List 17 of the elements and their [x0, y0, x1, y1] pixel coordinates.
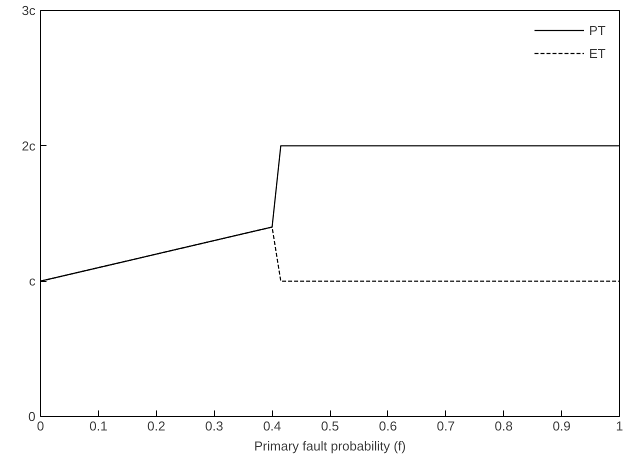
legend-label: ET	[589, 46, 607, 60]
x-tick-label: 0.6	[378, 418, 397, 434]
x-tick-label: 0.1	[89, 418, 108, 434]
y-tick-label: c	[29, 274, 36, 289]
x-tick-label: 0.7	[436, 418, 455, 434]
x-tick-label: 0.5	[320, 418, 340, 434]
legend-label: PT	[589, 22, 607, 38]
y-tick-label: 3c	[22, 3, 36, 18]
x-tick-label: 0.4	[263, 418, 282, 434]
y-tick-label: 2c	[22, 138, 36, 154]
x-tick-label: 0.2	[147, 418, 166, 434]
x-axis-title: Primary fault probability (f)	[254, 438, 406, 454]
x-tick-label: 1	[616, 418, 624, 434]
x-tick-label: 0.8	[494, 418, 513, 434]
x-tick-label: 0.3	[205, 418, 224, 434]
y-tick-label: 0	[28, 409, 36, 424]
x-tick-label: 0.9	[552, 418, 571, 434]
